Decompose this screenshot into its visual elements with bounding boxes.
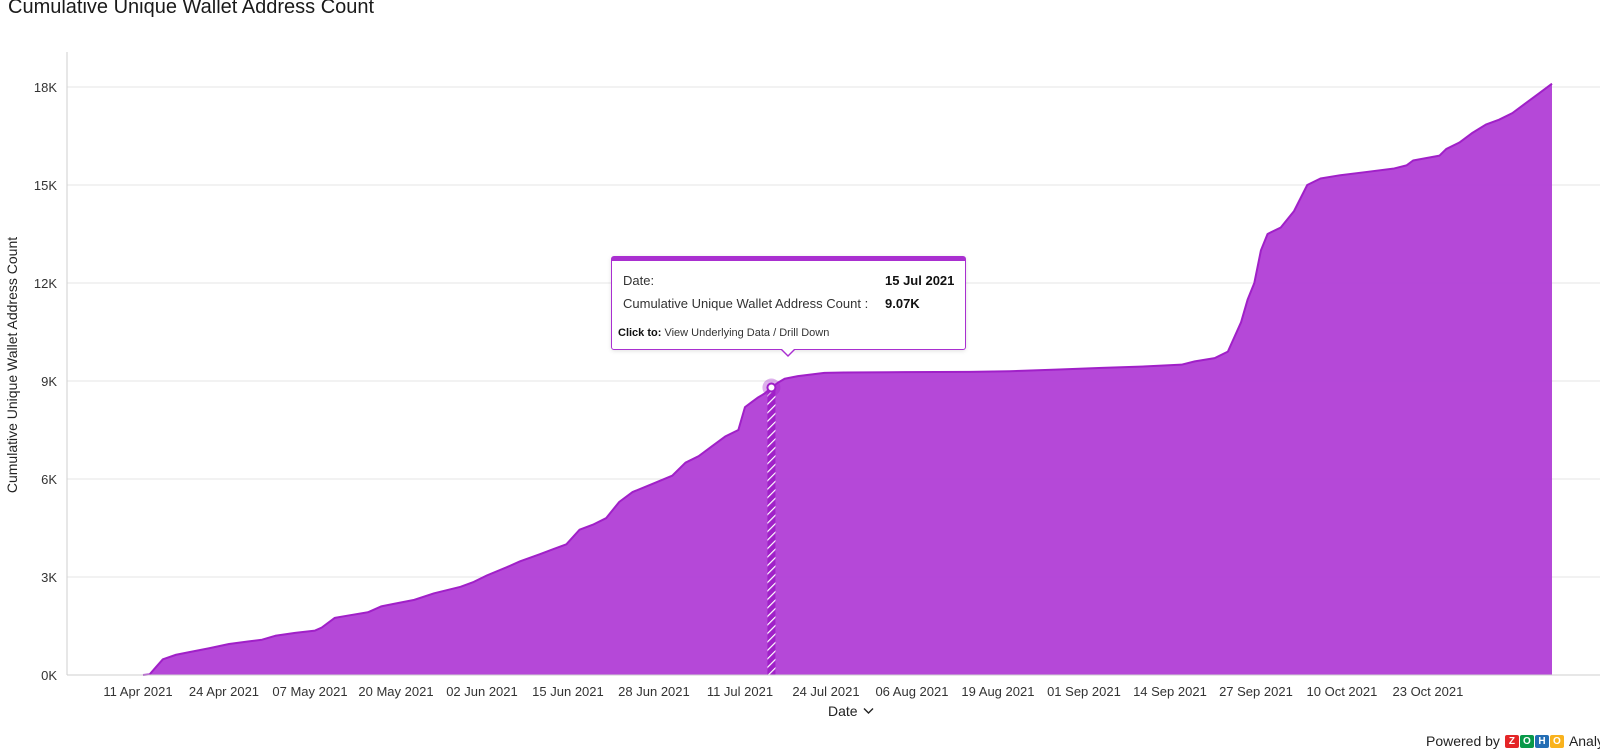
x-tick-label: 10 Oct 2021 <box>1307 684 1378 699</box>
tooltip-hint[interactable]: Click to: View Underlying Data / Drill D… <box>618 327 829 339</box>
zoho-logo: Z O H O <box>1504 734 1564 748</box>
tooltip-series-label: Cumulative Unique Wallet Address Count : <box>623 296 869 311</box>
tooltip-series-value: 9.07K <box>885 296 920 311</box>
x-tick-label: 23 Oct 2021 <box>1393 684 1464 699</box>
tooltip-hint-prefix: Click to: <box>618 327 662 339</box>
zoho-logo-letter: O <box>1519 734 1534 748</box>
x-tick-label: 11 Apr 2021 <box>103 684 172 699</box>
y-axis-title: Cumulative Unique Wallet Address Count <box>4 237 20 493</box>
hover-point[interactable] <box>766 382 777 393</box>
x-tick-label: 06 Aug 2021 <box>875 684 948 699</box>
axes <box>66 52 1600 676</box>
x-tick-label: 14 Sep 2021 <box>1133 684 1207 699</box>
x-tick-label: 27 Sep 2021 <box>1219 684 1293 699</box>
y-axis-ticks: 0K 3K 6K 9K 12K 15K 18K <box>34 80 57 683</box>
product-name: Analy <box>1568 733 1600 749</box>
y-tick-label: 18K <box>34 80 57 95</box>
x-tick-label: 02 Jun 2021 <box>446 684 518 699</box>
y-tick-label: 9K <box>41 374 57 389</box>
area-series[interactable] <box>142 82 1553 676</box>
area-fill[interactable] <box>143 83 1552 676</box>
x-axis-title: Date <box>828 703 858 719</box>
chart-title: Cumulative Unique Wallet Address Count <box>8 0 375 18</box>
chart-tooltip: Date: 15 Jul 2021 Cumulative Unique Wall… <box>611 256 966 350</box>
tooltip-date-value: 15 Jul 2021 <box>885 273 955 288</box>
y-tick-label: 12K <box>34 276 57 291</box>
zoho-logo-letter: H <box>1534 734 1549 748</box>
tooltip-arrow <box>780 348 796 357</box>
y-tick-label: 0K <box>41 668 57 683</box>
x-axis-ticks: 11 Apr 2021 24 Apr 2021 07 May 2021 20 May … <box>103 684 1463 699</box>
x-tick-label: 24 Apr 2021 <box>189 684 259 699</box>
x-tick-label: 19 Aug 2021 <box>961 684 1034 699</box>
x-tick-label: 15 Jun 2021 <box>532 684 604 699</box>
x-tick-label: 11 Jul 2021 <box>707 684 773 699</box>
x-axis-title-button[interactable]: Date <box>828 703 874 719</box>
x-tick-label: 24 Jul 2021 <box>792 684 859 699</box>
x-tick-label: 20 May 2021 <box>358 684 433 699</box>
chevron-down-icon <box>863 708 874 714</box>
x-tick-label: 01 Sep 2021 <box>1047 684 1121 699</box>
hover-indicator <box>762 378 781 675</box>
x-tick-label: 07 May 2021 <box>272 684 347 699</box>
area-line <box>142 82 1553 676</box>
zoho-logo-letter: O <box>1549 734 1564 748</box>
y-tick-label: 3K <box>41 570 57 585</box>
tooltip-hint-text: View Underlying Data / Drill Down <box>664 327 830 339</box>
hover-band <box>767 387 776 675</box>
tooltip-date-label: Date: <box>623 273 655 288</box>
y-tick-label: 6K <box>41 472 57 487</box>
powered-by-text: Powered by <box>1426 733 1500 749</box>
y-tick-label: 15K <box>34 178 57 193</box>
powered-by-footer: Powered by Z O H O Analy <box>1426 733 1600 749</box>
zoho-logo-letter: Z <box>1504 734 1519 748</box>
x-tick-label: 28 Jun 2021 <box>618 684 690 699</box>
